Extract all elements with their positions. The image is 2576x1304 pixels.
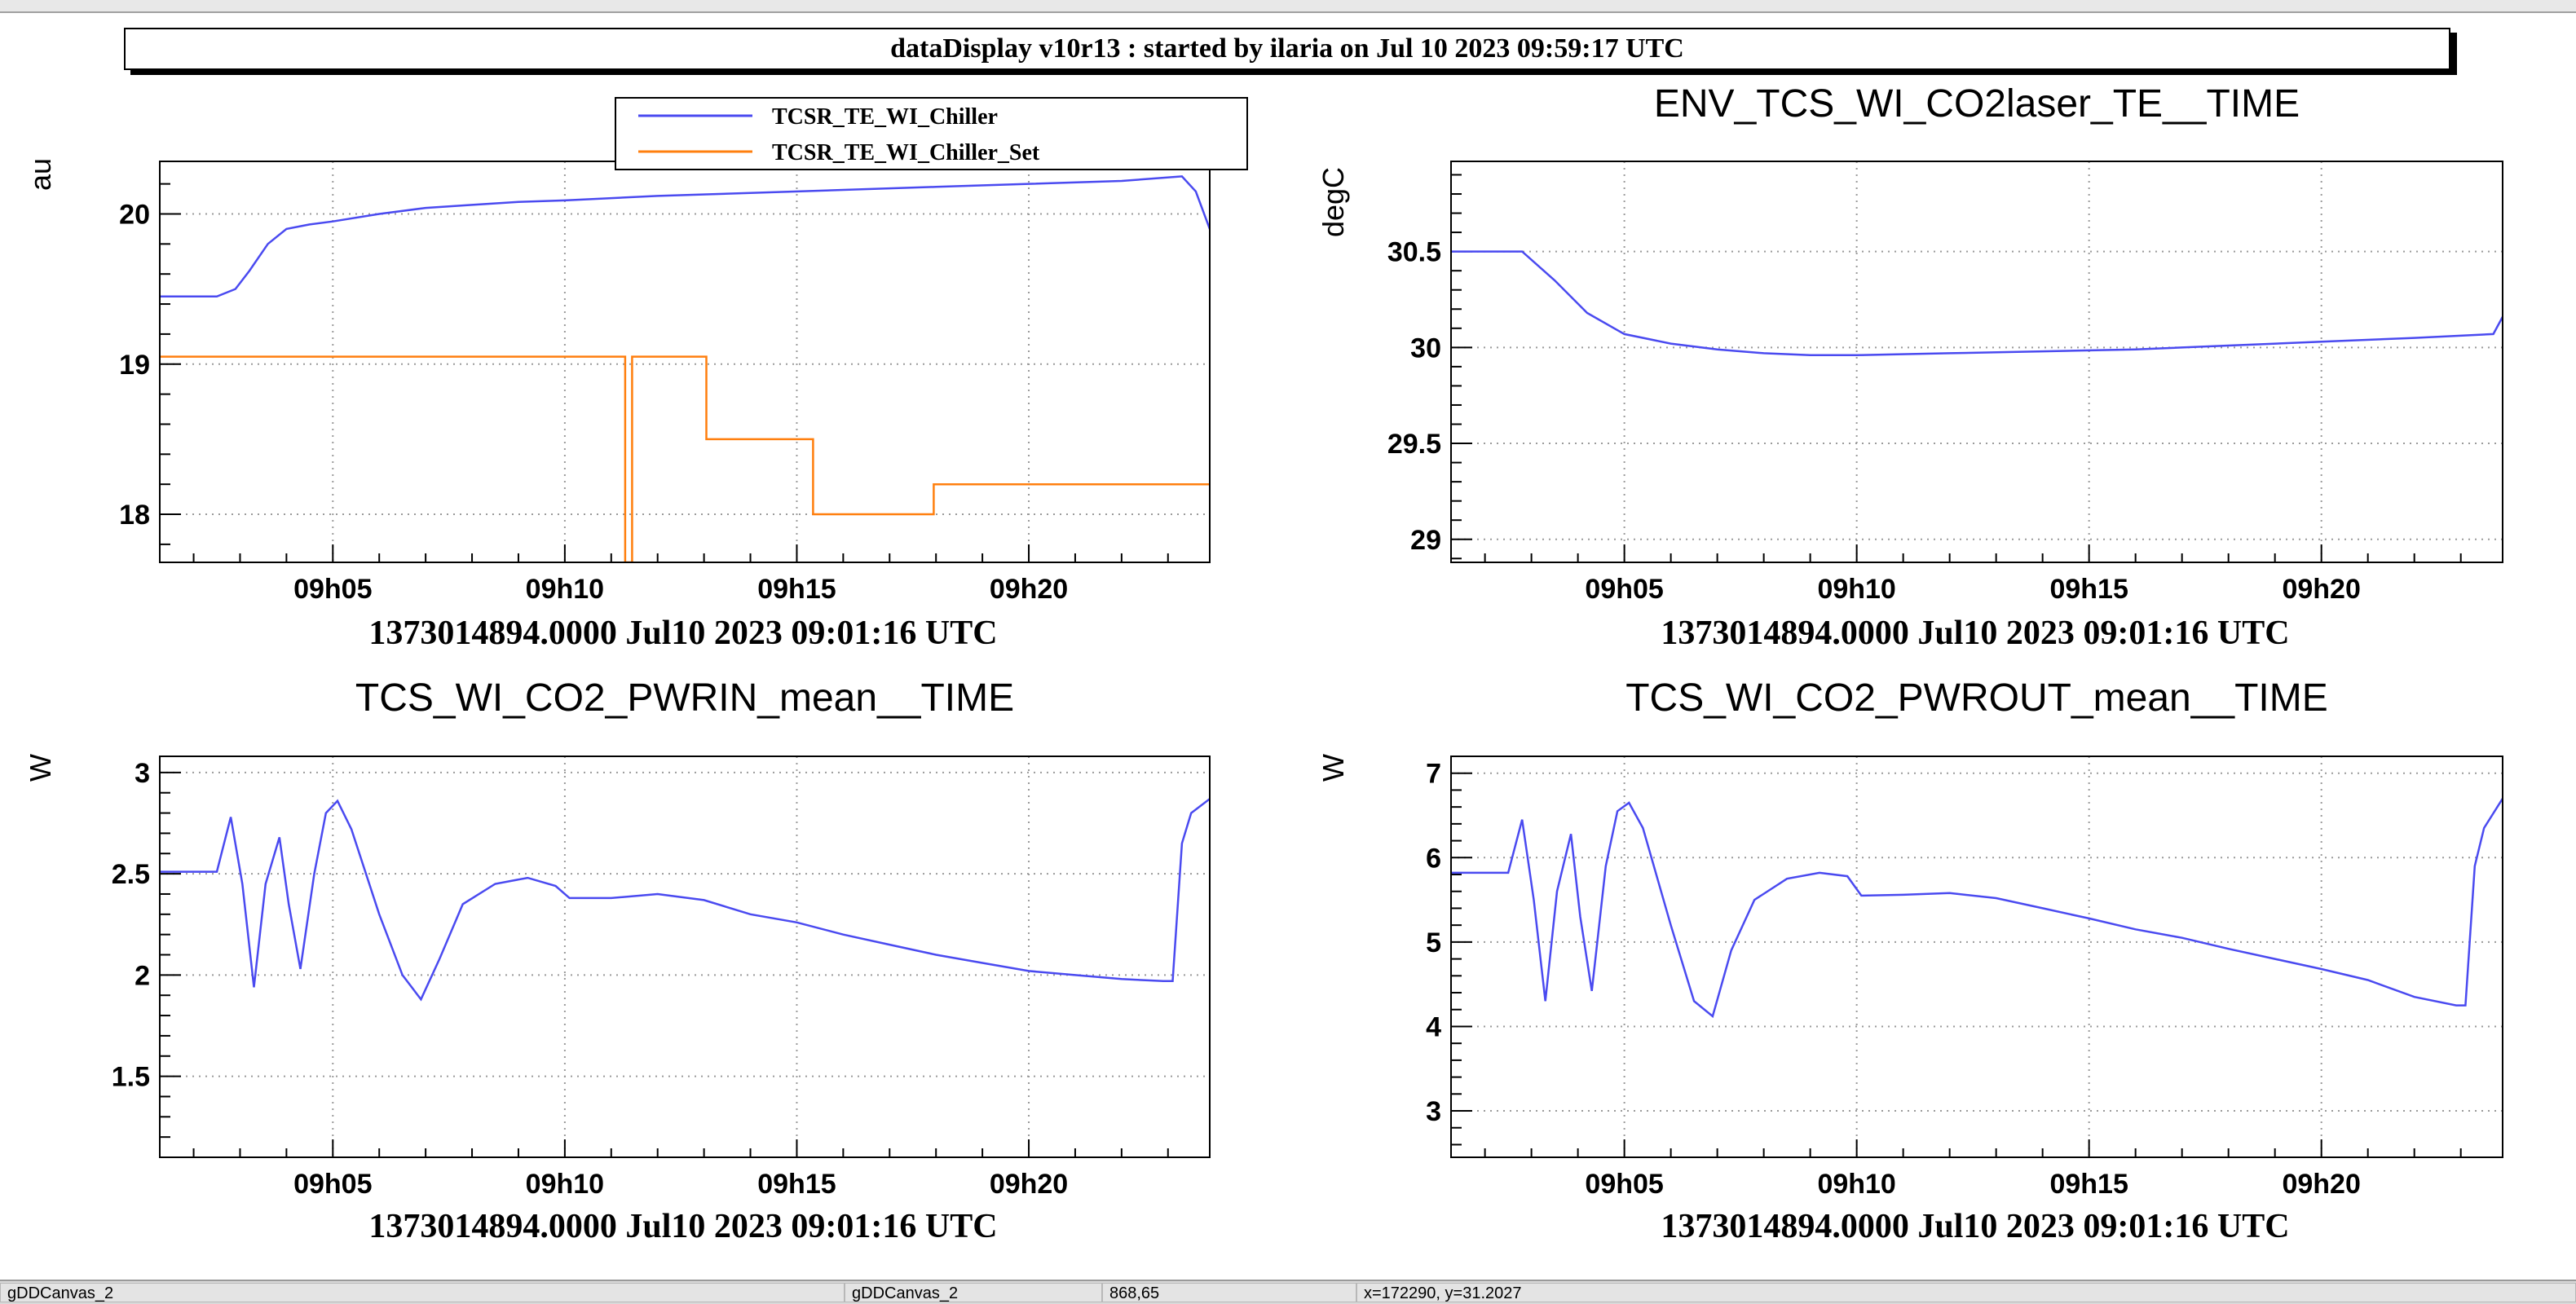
chart-title: TCS_WI_CO2_PWRIN_mean__TIME: [355, 676, 1014, 720]
status-bar: gDDCanvas_2 gDDCanvas_2 868,65 x=172290,…: [0, 1280, 2576, 1304]
x-tick-label: 09h20: [2282, 574, 2360, 605]
x-tick-label: 09h10: [1817, 1169, 1895, 1200]
y-tick-label: 6: [1426, 843, 1441, 874]
chart-4: 09h05 09h10 09h15 09h20 3 4 5 6 7 TCS_WI_CO2_PWRO…: [1317, 676, 2503, 1245]
chart-1: 09h05 09h10 09h15 09h20 18 19 20 au 1373014894.0…: [24, 97, 1248, 652]
y-tick-label: 1.5: [112, 1062, 150, 1093]
y-tick-label: 18: [119, 500, 150, 531]
y-tick-label: 19: [119, 350, 150, 381]
plot-frame: [159, 756, 1211, 1158]
y-tick-label: 7: [1426, 759, 1441, 790]
chart-2: 09h05 09h10 09h15 09h20 29 29.5 30 30.5 ENV_TCS_…: [1317, 82, 2503, 652]
page-title: dataDisplay v10r13 : started by ilaria o…: [890, 33, 1684, 64]
x-tick-label: 09h15: [757, 574, 836, 605]
x-axis-label: 1373014894.0000 Jul10 2023 09:01:16 UTC: [1661, 615, 2289, 652]
x-tick-label: 09h05: [293, 574, 372, 605]
y-tick-label: 30: [1410, 333, 1441, 363]
y-tick-label: 4: [1426, 1011, 1441, 1042]
y-tick-label: 29: [1410, 525, 1441, 556]
y-tick-label: 30.5: [1387, 237, 1441, 268]
page-title-box: dataDisplay v10r13 : started by ilaria o…: [124, 28, 2450, 70]
x-axis-label: 1373014894.0000 Jul10 2023 09:01:16 UTC: [368, 615, 997, 652]
status-cursor-pixel: 868,65: [1102, 1283, 1356, 1302]
x-axis-label: 1373014894.0000 Jul10 2023 09:01:16 UTC: [1661, 1208, 2289, 1245]
series-line-1: [160, 175, 1210, 298]
window-top-strip: [0, 0, 2576, 13]
y-tick-label: 3: [135, 758, 150, 789]
plot-frame: [159, 161, 1211, 563]
y-tick-label: 2: [135, 960, 150, 991]
x-tick-label: 09h15: [757, 1169, 836, 1200]
x-tick-label: 09h10: [526, 574, 604, 605]
x-tick-label: 09h20: [2282, 1169, 2360, 1200]
x-tick-label: 09h10: [526, 1169, 604, 1200]
series-line-1: [1451, 250, 2503, 357]
chart-3: 09h05 09h10 09h15 09h20 1.5 2 2.5 3 TCS_WI_CO2_P…: [24, 676, 1211, 1245]
x-tick-label: 09h10: [1817, 574, 1895, 605]
x-tick-label: 09h05: [1585, 574, 1663, 605]
y-axis-label: au: [24, 158, 57, 191]
y-tick-label: 5: [1426, 927, 1441, 958]
y-axis-label: degC: [1317, 167, 1350, 237]
y-tick-label: 29.5: [1387, 429, 1441, 460]
y-tick-label: 2.5: [112, 859, 150, 890]
series-line-1: [1451, 798, 2503, 1019]
series-line-2: [160, 355, 1210, 562]
y-axis-label: W: [1317, 754, 1350, 782]
status-cursor-value: x=172290, y=31.2027: [1356, 1283, 2576, 1302]
x-tick-label: 09h05: [1585, 1169, 1663, 1200]
x-tick-label: 09h15: [2049, 574, 2128, 605]
plot-frame: [1450, 756, 2503, 1158]
y-tick-label: 20: [119, 199, 150, 230]
chart-title: TCS_WI_CO2_PWROUT_mean__TIME: [1625, 676, 2328, 720]
x-tick-label: 09h20: [990, 1169, 1068, 1200]
y-axis-label: W: [24, 754, 57, 782]
series-line-1: [160, 798, 1210, 1002]
chart-title: ENV_TCS_WI_CO2laser_TE__TIME: [1654, 82, 2300, 126]
x-tick-label: 09h05: [293, 1169, 372, 1200]
status-canvas-name: gDDCanvas_2: [0, 1283, 845, 1302]
x-tick-label: 09h20: [990, 574, 1068, 605]
x-tick-label: 09h15: [2049, 1169, 2128, 1200]
y-tick-label: 3: [1426, 1096, 1441, 1127]
plot-frame: [1450, 161, 2503, 563]
legend-label: TCSR_TE_WI_Chiller_Set: [772, 140, 1040, 165]
status-canvas-name-2: gDDCanvas_2: [845, 1283, 1102, 1302]
x-axis-label: 1373014894.0000 Jul10 2023 09:01:16 UTC: [368, 1208, 997, 1245]
legend-label: TCSR_TE_WI_Chiller: [772, 104, 998, 130]
legend: TCSR_TE_WI_Chiller TCSR_TE_WI_Chiller_Set: [615, 97, 1248, 170]
